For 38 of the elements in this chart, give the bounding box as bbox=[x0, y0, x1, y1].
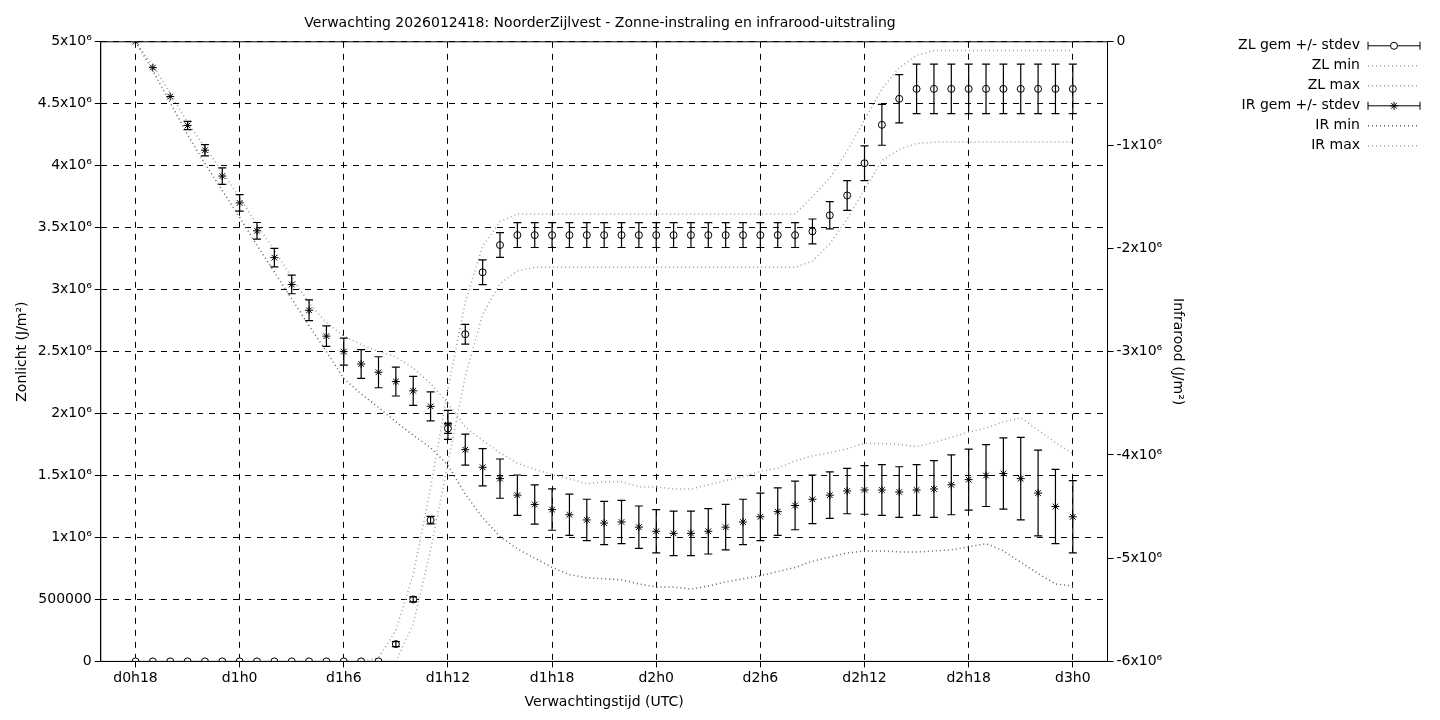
y2-tick-label: -6x10⁶ bbox=[1116, 652, 1163, 669]
x-tick-label: d1h6 bbox=[326, 669, 362, 686]
legend-label: IR max bbox=[1311, 136, 1360, 153]
legend-label: IR min bbox=[1315, 116, 1360, 133]
x-tick-label: d2h0 bbox=[638, 669, 675, 686]
y-tick-label: 2.5x10⁶ bbox=[37, 342, 93, 359]
x-tick-label: d2h12 bbox=[842, 669, 887, 686]
legend-label: IR gem +/- stdev bbox=[1241, 96, 1360, 113]
x-tick-label: d1h12 bbox=[425, 669, 471, 686]
y-tick-label: 3.5x10⁶ bbox=[37, 218, 93, 235]
x-axis-title: Verwachtingstijd (UTC) bbox=[524, 693, 684, 710]
legend-label: ZL max bbox=[1307, 76, 1360, 93]
y2-axis-title: Infrarood (J/m²) bbox=[1170, 298, 1187, 406]
y2-tick-label: -5x10⁶ bbox=[1116, 548, 1163, 565]
y2-tick-label: -1x10⁶ bbox=[1116, 135, 1163, 152]
y-tick-label: 5x10⁶ bbox=[51, 32, 93, 49]
legend-label: ZL gem +/- stdev bbox=[1238, 36, 1360, 53]
legend-label: ZL min bbox=[1311, 56, 1360, 73]
y2-tick-label: 0 bbox=[1116, 32, 1126, 49]
y-tick-label: 4x10⁶ bbox=[51, 156, 93, 173]
y-tick-label: 500000 bbox=[38, 590, 92, 607]
y2-tick-label: -2x10⁶ bbox=[1116, 238, 1163, 255]
x-tick-label: d0h18 bbox=[113, 669, 158, 686]
y-tick-label: 2x10⁶ bbox=[51, 404, 93, 421]
y-axis-title: Zonlicht (J/m²) bbox=[13, 301, 30, 402]
x-tick-label: d1h18 bbox=[529, 669, 575, 686]
y-tick-label: 1.5x10⁶ bbox=[37, 466, 93, 483]
chart-title: Verwachting 2026012418: NoorderZijlvest - Zonne-instraling en infrarood-uitstraling bbox=[304, 14, 896, 31]
y-tick-label: 3x10⁶ bbox=[51, 280, 93, 297]
y-tick-label: 0 bbox=[82, 652, 92, 669]
x-tick-label: d2h6 bbox=[742, 669, 779, 686]
x-tick-label: d1h0 bbox=[221, 669, 258, 686]
y-tick-label: 1x10⁶ bbox=[51, 528, 93, 545]
x-tick-label: d2h18 bbox=[946, 669, 991, 686]
y-tick-label: 4.5x10⁶ bbox=[37, 94, 93, 111]
x-tick-label: d3h0 bbox=[1055, 669, 1091, 686]
y2-tick-label: -3x10⁶ bbox=[1116, 342, 1163, 359]
y2-tick-label: -4x10⁶ bbox=[1116, 445, 1163, 462]
